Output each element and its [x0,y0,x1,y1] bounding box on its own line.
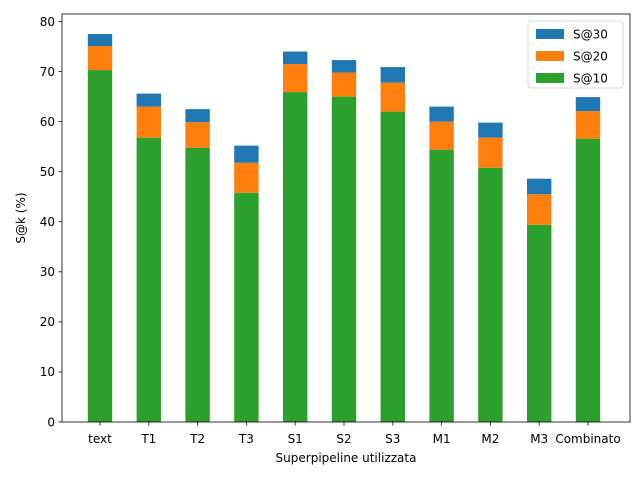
x-tick-label-m3: M3 [530,432,548,446]
legend-swatch-s30 [536,29,564,39]
bar-s10-s1 [283,92,308,422]
bar-s30-t3 [234,145,259,163]
bar-s10-t1 [136,137,161,422]
bar-s10-text [87,70,113,422]
bar-s20-s3 [380,82,405,112]
y-tick-label: 50 [40,165,55,179]
bar-s30-s2 [331,60,357,73]
x-tick-label-s1: S1 [288,432,303,446]
bar-s30-combinato [575,97,601,112]
y-tick-label: 30 [40,265,55,279]
bar-s10-s3 [380,111,405,422]
bar-s10-s2 [331,96,357,422]
y-axis: 0 10 20 30 40 50 60 70 80 [40,15,62,429]
y-tick-label: 10 [40,365,55,379]
bar-s30-m1 [429,106,454,122]
plot-frame [61,13,631,423]
x-tick-label-m2: M2 [481,432,499,446]
y-tick-label: 70 [40,65,55,79]
x-tick-label-m1: M1 [433,432,451,446]
bar-s30-t2 [185,109,210,123]
y-tick-label: 20 [40,315,55,329]
bar-s30-s1 [283,51,308,65]
x-tick-label-t3: T3 [238,432,254,446]
bar-s10-combinato [575,138,601,422]
bar-s20-text [87,46,113,71]
y-tick-label: 0 [47,415,55,429]
bar-s30-m3 [527,178,552,195]
bar-s20-s2 [331,72,357,97]
legend-swatch-s20 [536,51,564,61]
x-axis: text T1 T2 T3 S1 S2 S3 M1 M2 M3 Combinato [88,422,621,446]
bar-s20-m3 [527,194,552,225]
y-axis-label: S@k (%) [14,192,28,243]
legend-label-s30: S@30 [573,28,608,42]
x-tick-label-t2: T2 [189,432,205,446]
legend-label-s10: S@10 [573,72,608,86]
bar-s30-m2 [478,122,503,138]
bar-s10-t3 [234,192,259,422]
bar-s10-m2 [478,167,503,422]
bar-s10-m1 [429,149,454,422]
y-tick-label: 80 [40,15,55,29]
x-tick-label-s3: S3 [385,432,400,446]
bar-s20-m1 [429,121,454,150]
bar-s30-s3 [380,67,405,83]
y-tick-label: 60 [40,115,55,129]
y-tick-label: 40 [40,215,55,229]
legend-swatch-s10 [536,73,564,83]
bar-s10-t2 [185,147,210,422]
bar-s20-t1 [136,106,161,138]
x-axis-label: Superpipeline utilizzata [276,451,417,465]
x-tick-label-t1: T1 [140,432,156,446]
bar-s20-combinato [575,111,601,139]
bar-s10-m3 [527,224,552,422]
legend: S@30 S@20 S@10 [527,20,624,89]
bars-group [87,34,601,422]
bar-s30-text [87,34,113,47]
x-tick-label-s2: S2 [336,432,351,446]
legend-label-s20: S@20 [573,50,608,64]
bar-s30-t1 [136,93,161,107]
x-tick-label-text: text [88,432,112,446]
bar-s20-s1 [283,64,308,93]
bar-s20-t3 [234,162,259,193]
bar-s20-t2 [185,122,210,148]
bar-s20-m2 [478,137,503,168]
x-tick-label-combinato: Combinato [555,432,620,446]
